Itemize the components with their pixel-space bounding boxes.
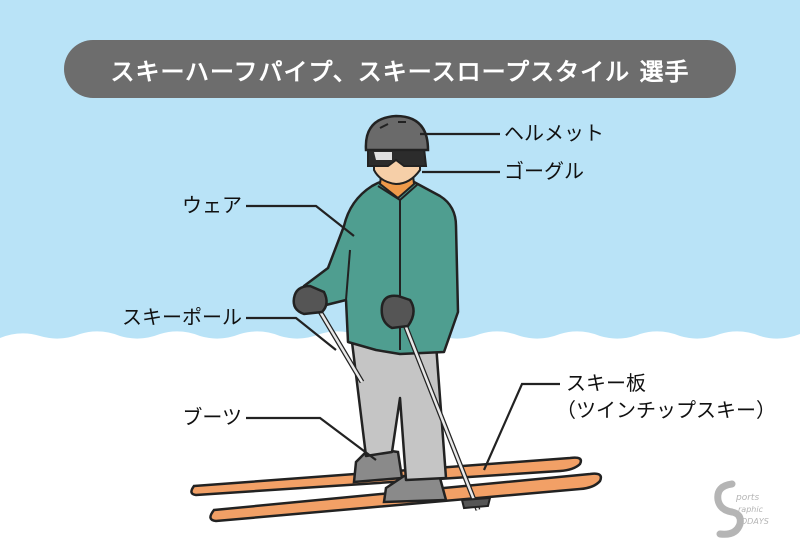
- leader-boots: [246, 416, 377, 461]
- helmet-shape: [364, 114, 430, 152]
- leader-wear: [246, 204, 355, 237]
- sports-graphic-logo: ports raphic TODAYS: [714, 480, 769, 538]
- label-pole: スキーポール: [122, 305, 242, 329]
- glove-left: [292, 284, 328, 316]
- pole-basket: [460, 496, 492, 510]
- svg-text:ports: ports: [735, 493, 759, 503]
- label-ski: スキー板: [566, 371, 646, 395]
- page-title: スキーハーフパイプ、スキースロープスタイル 選手: [64, 40, 736, 98]
- leader-ski: [482, 382, 560, 471]
- jacket: [302, 177, 460, 356]
- svg-text:TODAYS: TODAYS: [736, 517, 769, 526]
- label-helmet: ヘルメット: [504, 121, 604, 145]
- label-goggles: ゴーグル: [504, 159, 584, 183]
- label-boots: ブーツ: [182, 405, 242, 429]
- glove-right: [380, 294, 415, 330]
- snow-ground: [0, 331, 800, 560]
- leader-pole: [246, 316, 337, 351]
- svg-text:raphic: raphic: [738, 505, 764, 514]
- label-ski-type: （ツインチップスキー）: [556, 398, 776, 422]
- label-wear: ウェア: [182, 193, 242, 217]
- boot-right: [382, 474, 448, 504]
